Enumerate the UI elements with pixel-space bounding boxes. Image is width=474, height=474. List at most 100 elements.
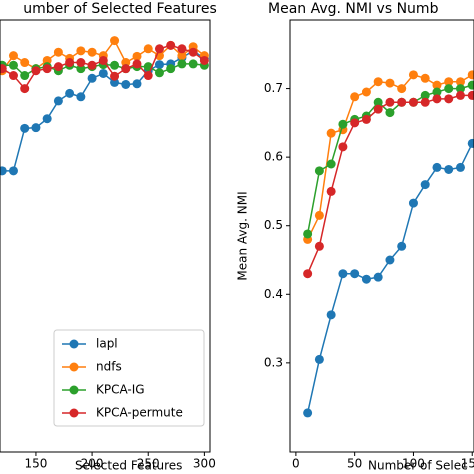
chart-title: Mean Avg. NMI vs Numb: [268, 1, 439, 17]
point: [455, 162, 465, 172]
point: [373, 272, 383, 282]
y-tick-label: 0.7: [264, 81, 283, 95]
point: [154, 44, 164, 54]
point: [166, 40, 176, 50]
point: [65, 88, 75, 98]
series-line: [306, 94, 473, 275]
point: [350, 118, 360, 128]
point: [8, 60, 18, 70]
legend-label: KPCA-IG: [96, 383, 145, 397]
point: [199, 55, 209, 65]
point: [444, 77, 454, 87]
point: [31, 123, 41, 133]
point: [350, 269, 360, 279]
point: [8, 166, 18, 176]
y-tick-label: 0.3: [264, 355, 283, 369]
point: [20, 71, 30, 81]
point: [373, 77, 383, 87]
point: [303, 269, 313, 279]
point: [326, 128, 336, 138]
point: [432, 87, 442, 97]
point: [338, 119, 348, 129]
x-tick-label: 150: [24, 457, 47, 471]
point: [53, 96, 63, 106]
point: [87, 73, 97, 83]
point: [20, 58, 30, 68]
x-axis-label: Number of Selec: [368, 459, 468, 473]
x-tick-label: 300: [193, 457, 216, 471]
y-axis-label: Mean Avg. NMI: [236, 191, 250, 280]
point: [420, 73, 430, 83]
point: [420, 90, 430, 100]
point: [432, 80, 442, 90]
point: [20, 84, 30, 94]
point: [0, 166, 7, 176]
point: [455, 84, 465, 94]
point: [408, 70, 418, 80]
point: [432, 94, 442, 104]
point: [397, 241, 407, 251]
y-tick-label: 0.4: [264, 287, 283, 301]
x-tick-label: 200: [81, 457, 104, 471]
point: [76, 64, 86, 74]
point: [444, 84, 454, 94]
point: [0, 64, 7, 74]
point: [444, 94, 454, 104]
point: [110, 60, 120, 70]
point: [467, 138, 474, 148]
point: [408, 198, 418, 208]
point: [42, 114, 52, 124]
point: [110, 36, 120, 46]
point: [98, 55, 108, 65]
point: [338, 142, 348, 152]
point: [361, 274, 371, 284]
point: [132, 59, 142, 69]
point: [53, 47, 63, 57]
point: [397, 97, 407, 107]
point: [303, 229, 313, 239]
point: [98, 68, 108, 78]
point: [314, 241, 324, 251]
point: [76, 58, 86, 68]
axes-frame: [289, 19, 474, 453]
x-tick-label: 150: [461, 457, 474, 471]
point: [314, 354, 324, 364]
legend-marker: [69, 339, 79, 349]
point: [110, 71, 120, 81]
legend-label: KPCA-permute: [96, 406, 183, 420]
point: [143, 71, 153, 81]
point: [110, 77, 120, 87]
point: [455, 90, 465, 100]
point: [326, 159, 336, 169]
point: [76, 46, 86, 56]
point: [373, 104, 383, 114]
y-tick-label: 0.5: [264, 218, 283, 232]
point: [87, 60, 97, 70]
point: [42, 64, 52, 74]
point: [188, 47, 198, 57]
point: [121, 58, 131, 68]
point: [385, 255, 395, 265]
point: [444, 164, 454, 174]
point: [8, 71, 18, 81]
x-tick-label: 250: [137, 457, 160, 471]
point: [467, 70, 474, 80]
legend-box: [53, 329, 205, 427]
point: [87, 47, 97, 57]
point: [177, 51, 187, 61]
legend-marker: [69, 362, 79, 372]
point: [408, 97, 418, 107]
point: [373, 97, 383, 107]
point: [121, 64, 131, 74]
point: [188, 59, 198, 69]
point: [154, 68, 164, 78]
point: [326, 310, 336, 320]
point: [467, 80, 474, 90]
axes-frame: [0, 19, 211, 453]
series-line: [306, 84, 473, 235]
y-tick-label: 0.6: [264, 150, 283, 164]
point: [350, 92, 360, 102]
point: [303, 408, 313, 418]
point: [53, 62, 63, 72]
